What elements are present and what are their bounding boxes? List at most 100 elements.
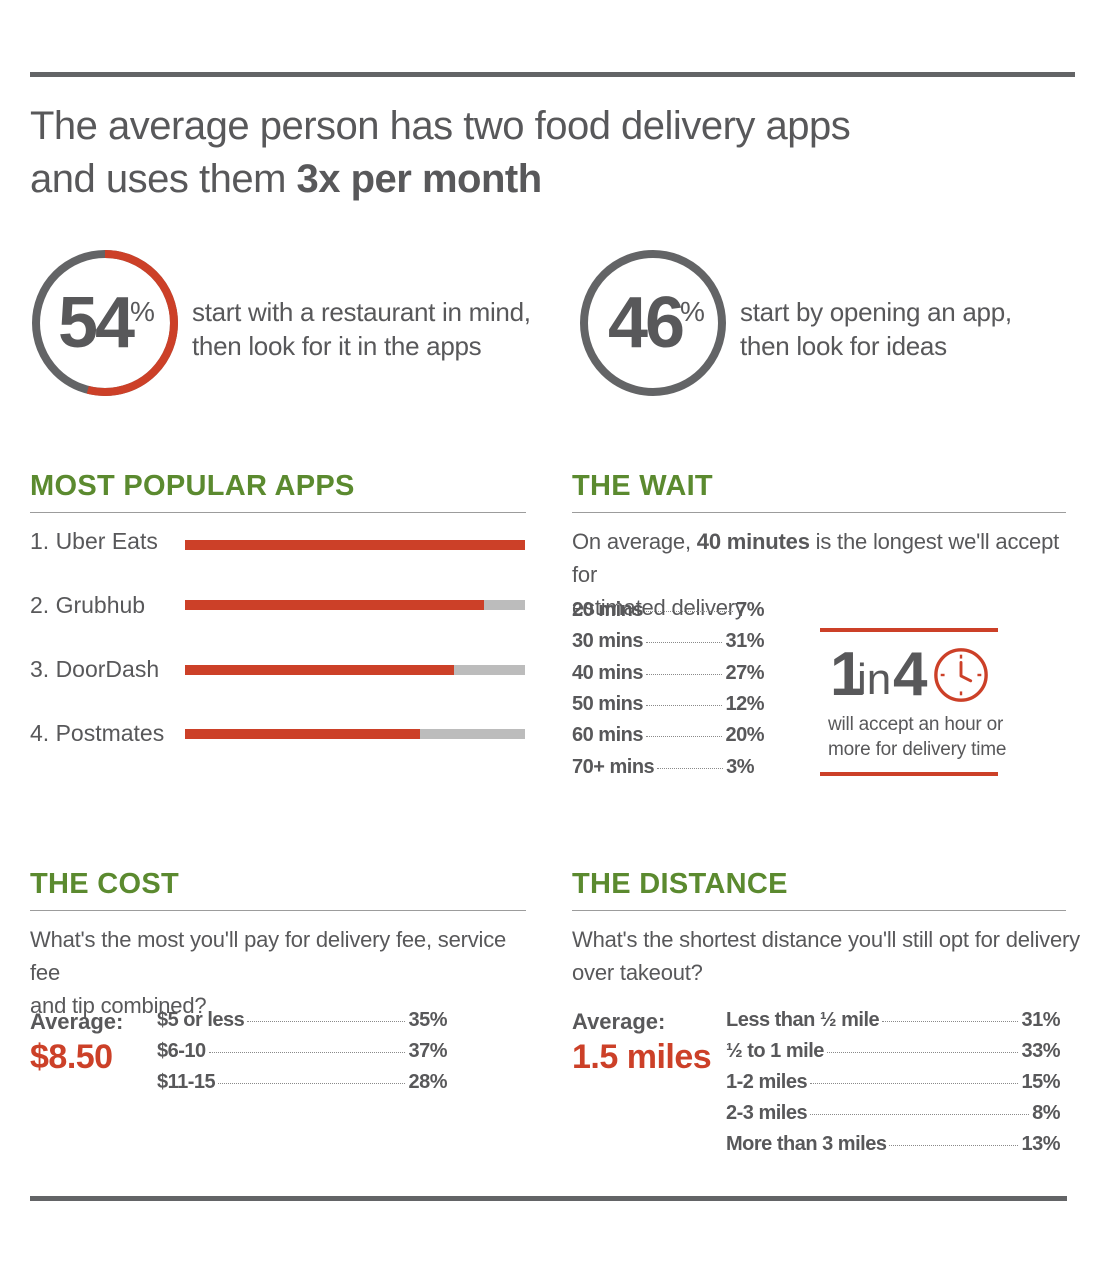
title-line-1: The average person has two food delivery… [30,104,851,148]
app-bar-4-fill [185,729,420,739]
callout-line-2: more for delivery time [828,739,1007,760]
distance-row: Less than ½ mile 31% [726,1009,1060,1032]
wait-row: 20 mins 7% [572,599,764,622]
app-bar-2 [185,600,525,610]
cost-row-label: $6-10 [157,1040,206,1062]
distance-question-line-1: What's the shortest distance you'll stil… [572,927,1080,952]
wait-row-label: 60 mins [572,724,643,746]
top-divider [30,72,1075,77]
distance-row: 2-3 miles 8% [726,1102,1060,1125]
app-label-2: 2. Grubhub [30,592,146,618]
cost-row-value: 28% [408,1071,447,1093]
wait-intro: On average, 40 minutes is the longest we… [572,525,1072,624]
wait-row: 50 mins 12% [572,693,764,716]
wait-intro-line-2: estimated delivery [572,595,746,620]
cost-row-value: 35% [408,1009,447,1031]
wait-row-label: 20 mins [572,599,643,621]
cost-average-label: Average: [30,1009,124,1034]
title-line-2-text: and uses them [30,157,297,201]
distance-row-label: 1-2 miles [726,1071,808,1093]
leader-dots [645,611,734,612]
wait-row: 60 mins 20% [572,724,764,747]
stat-restaurant-first: 54 % start with a restaurant in mind, th… [30,248,550,398]
distance-row-value: 33% [1021,1040,1060,1062]
wait-row-value: 7% [736,599,764,621]
clock-icon [934,648,988,702]
wait-row-label: 50 mins [572,693,643,715]
distance-row: ½ to 1 mile 33% [726,1040,1060,1063]
callout-line-1: will accept an hour or [828,714,1004,735]
distance-average-value: 1.5 miles [572,1038,712,1076]
wait-row-label: 30 mins [572,630,643,652]
leader-dots [645,736,723,737]
app-bar-3-fill [185,665,454,675]
stat-app-first: 46 % start by opening an app, then look … [578,248,1078,398]
stat-line-2: then look for ideas [740,331,947,361]
distance-question-line-2: over takeout? [572,960,703,985]
app-bar-4 [185,729,525,739]
stat-number: 54 [58,283,135,363]
donut-54-arc [32,250,178,396]
donut-46 [580,250,726,396]
leader-dots [810,1083,1019,1084]
cost-row-value: 37% [408,1040,447,1062]
callout-description: will accept an hour or more for delivery… [828,712,1006,762]
stat-description: start by opening an app, then look for i… [740,295,1012,363]
app-bar-3 [185,665,525,675]
distance-question: What's the shortest distance you'll stil… [572,923,1082,989]
leader-dots [889,1145,1019,1146]
leader-dots [645,705,723,706]
wait-row-label: 40 mins [572,662,643,684]
wait-row: 40 mins 27% [572,662,764,685]
wait-row-value: 31% [725,630,764,652]
cost-row-label: $11-15 [157,1071,216,1093]
cost-question-line-2: and tip combined? [30,993,207,1018]
distance-average-label: Average: [572,1009,666,1034]
section-title-wait: THE WAIT [572,470,713,502]
leader-dots [810,1114,1030,1115]
stat-percent-sign: % [130,296,155,327]
cost-row: $11-15 28% [157,1071,447,1094]
callout-number-1: 1 [830,640,865,709]
cost-row: $5 or less 35% [157,1009,447,1032]
callout-bottom-rule [820,772,998,776]
leader-dots [826,1052,1019,1053]
wait-row-value: 20% [725,724,764,746]
stat-line-2: then look for it in the apps [192,331,482,361]
wait-row: 70+ mins 3% [572,756,754,779]
wait-row-value: 27% [725,662,764,684]
stat-number: 46 [608,283,685,363]
cost-question-line-1: What's the most you'll pay for delivery … [30,927,507,985]
wait-row: 30 mins 31% [572,630,764,653]
donut-46-track [580,250,726,396]
stat-line-1: start by opening an app, [740,297,1012,327]
cost-question: What's the most you'll pay for delivery … [30,923,540,1022]
app-label-4: 4. Postmates [30,720,165,746]
leader-dots [218,1083,406,1084]
wait-intro-post: is the longest we'll accept for [572,529,1060,587]
stat-percent-sign: % [680,296,705,327]
distance-divider [572,910,1066,911]
app-bar-2-fill [185,600,485,610]
distance-row-label: 2-3 miles [726,1102,808,1124]
stat-line-1: start with a restaurant in mind, [192,297,531,327]
app-label-1: 1. Uber Eats [30,528,158,554]
cost-average-value: $8.50 [30,1038,113,1076]
donut-54 [32,250,178,396]
stat-description: start with a restaurant in mind, then lo… [192,295,531,363]
page-title: The average person has two food delivery… [30,100,930,206]
distance-row-label: Less than ½ mile [726,1009,880,1031]
leader-dots [645,674,723,675]
callout-in: in [857,655,892,704]
callout-number-4: 4 [893,640,928,709]
wait-row-value: 3% [726,756,754,778]
app-bar-1 [185,540,525,550]
distance-row-value: 31% [1021,1009,1060,1031]
wait-intro-pre: On average, [572,529,697,554]
distance-row-value: 8% [1032,1102,1060,1124]
leader-dots [247,1021,406,1022]
wait-intro-line-1: On average, 40 minutes is the longest we… [572,525,1072,591]
distance-row-label: More than 3 miles [726,1133,887,1155]
leader-dots [657,768,724,769]
section-title-distance: THE DISTANCE [572,868,788,900]
